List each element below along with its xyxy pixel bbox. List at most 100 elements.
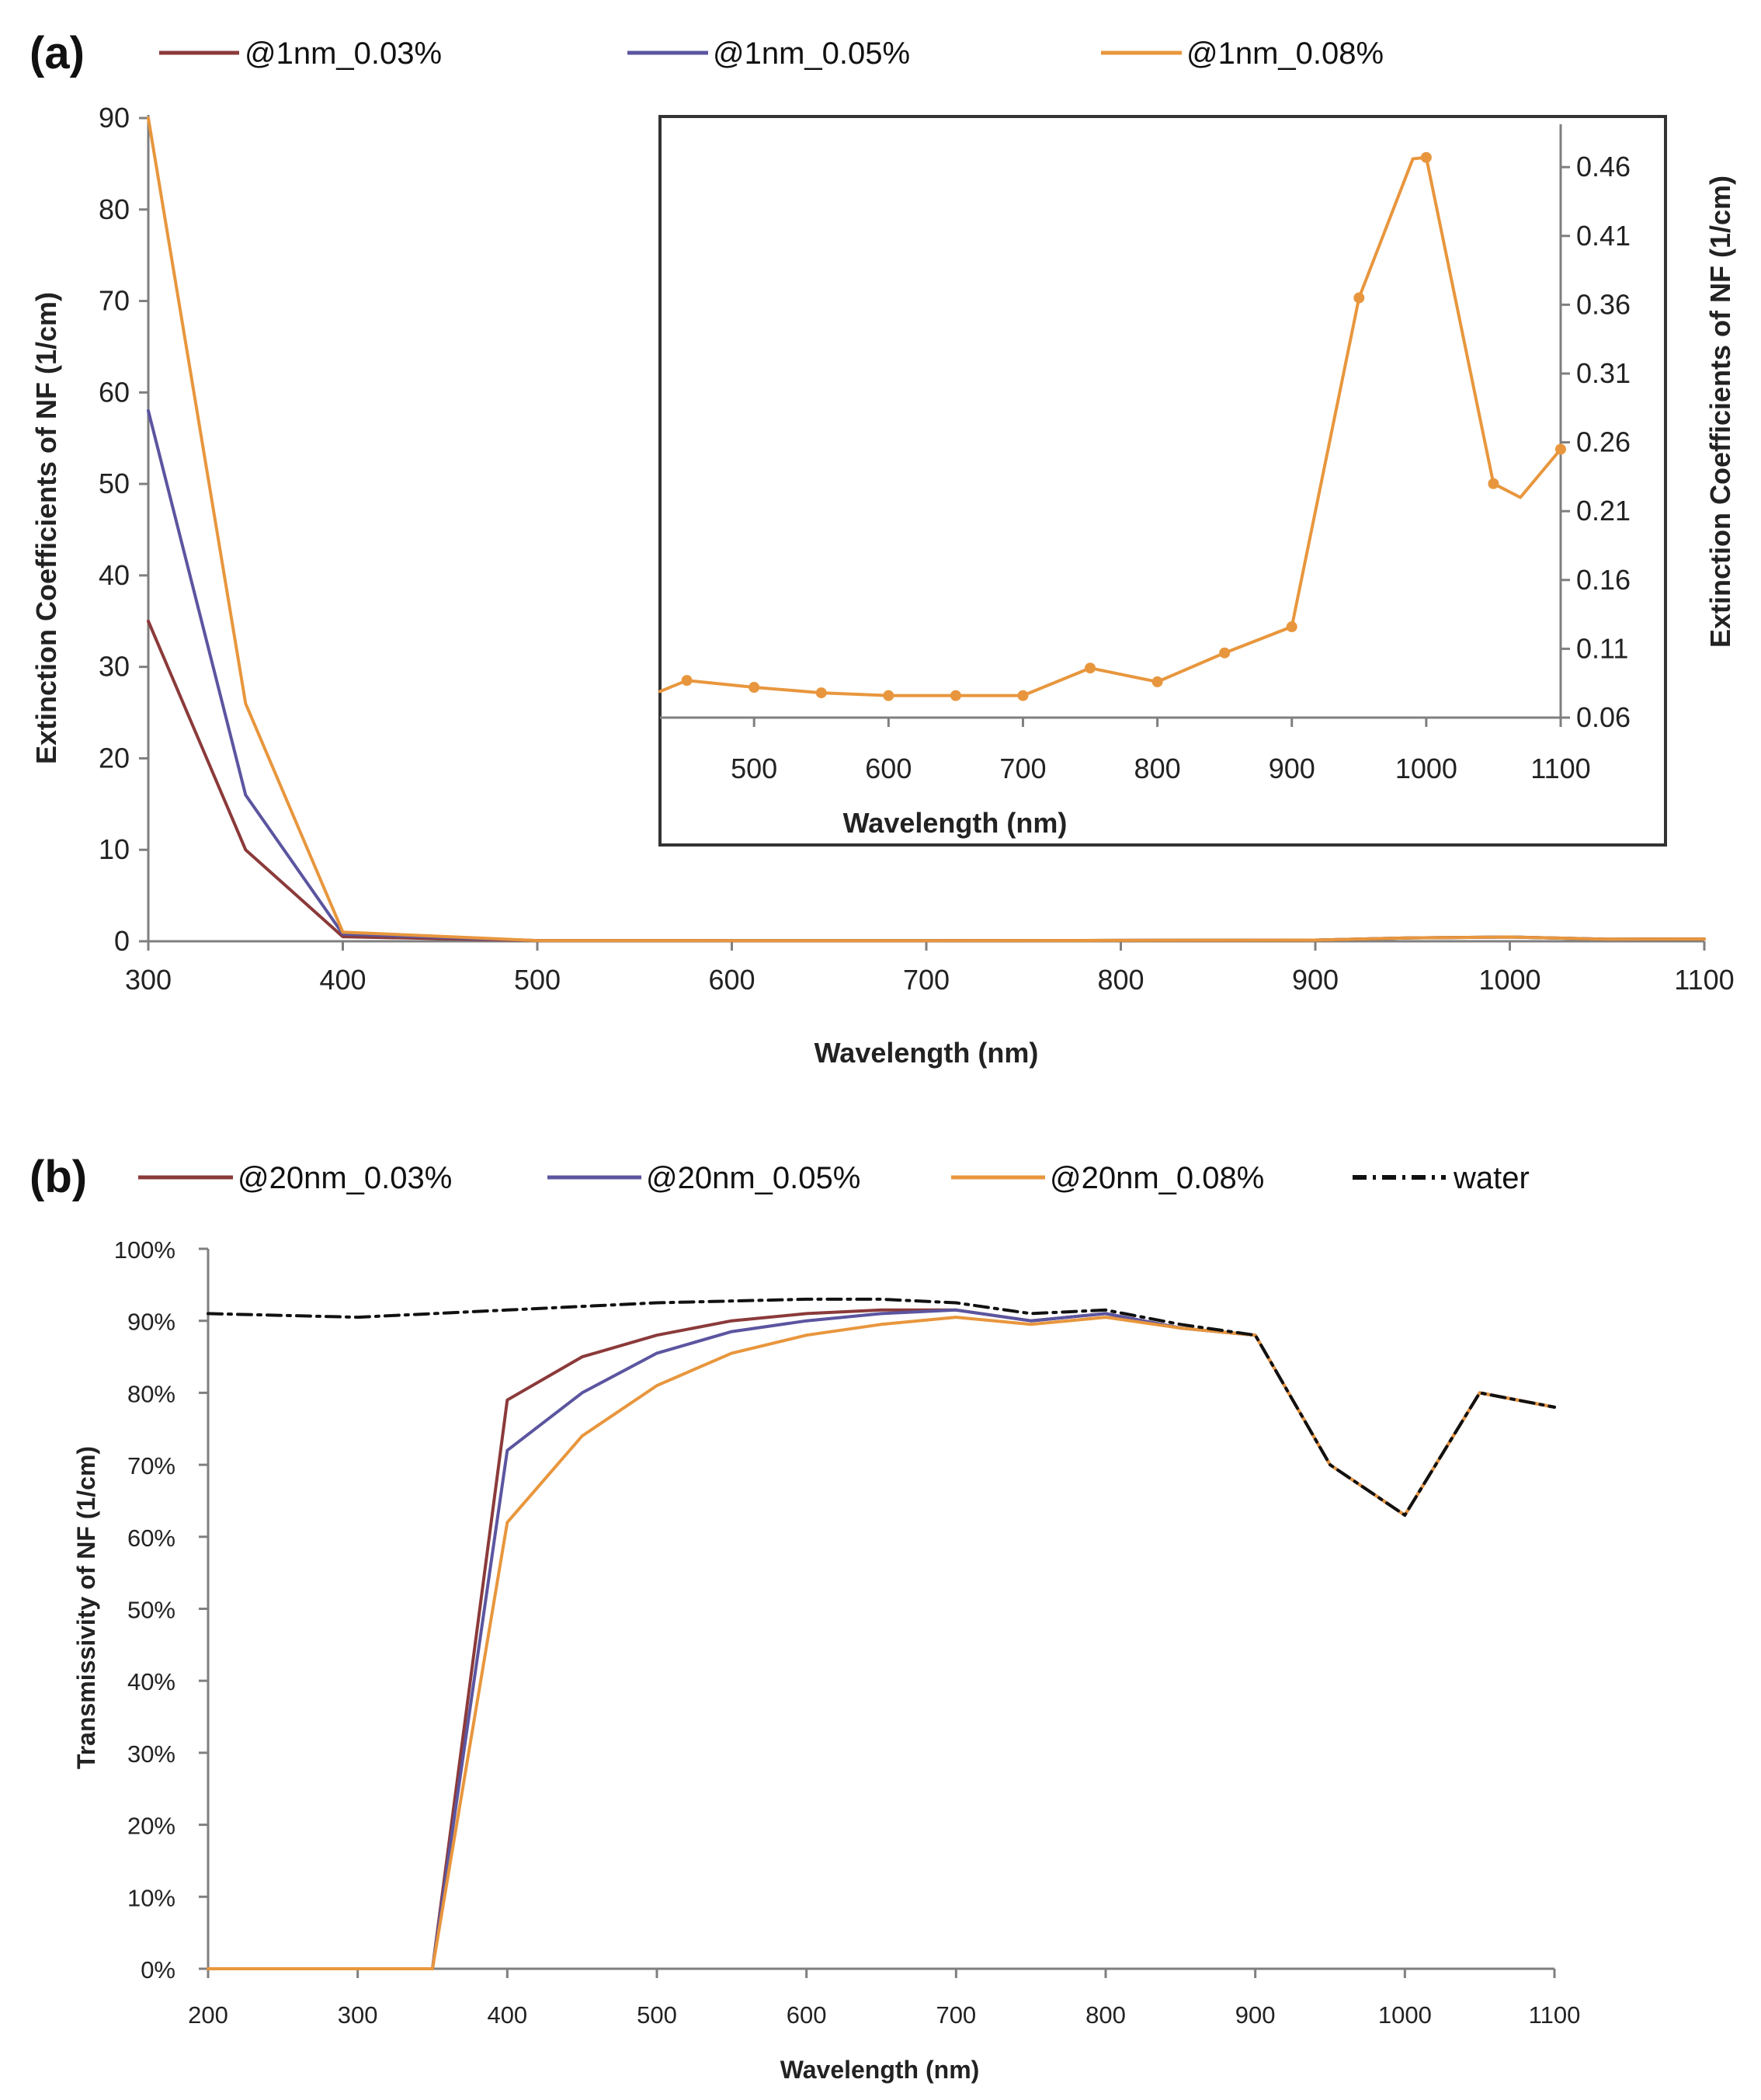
series-line-4 [207, 1297, 1556, 1517]
inset-data-point [1085, 662, 1096, 674]
inset-data-point [1488, 478, 1499, 489]
panel-b-ticks: 200 300 400 500 600 700 800 900 1000 1100 0% 10% 20%… [114, 1236, 1581, 2029]
y-tick-label: 80% [127, 1380, 175, 1407]
panel-b-legend: @20nm_0.03% @20nm_0.05% @20nm_0.08% water [138, 1161, 1530, 1195]
y-tick-label: 30 [99, 651, 130, 683]
inset-x-tick-label: 600 [865, 753, 912, 784]
x-tick-label: 900 [1235, 2001, 1276, 2029]
x-tick-label: 400 [487, 2001, 527, 2029]
panel-a-y-axis-title: Extinction Coefficients of NF (1/cm) [30, 292, 62, 764]
panel-a-label: (a) [30, 28, 85, 78]
y-tick-label: 20% [127, 1813, 175, 1840]
series-line-2 [207, 1308, 1556, 1970]
inset-data-point [883, 690, 894, 701]
x-tick-label: 500 [637, 2001, 677, 2029]
panel-b-y-axis-title: Transmissivity of NF (1/cm) [72, 1446, 100, 1769]
inset-data-point [950, 690, 961, 701]
y-tick-label: 80 [99, 193, 130, 225]
inset-data-point [1555, 443, 1566, 455]
inset-frame [658, 115, 1667, 847]
panel-a-inset: 500 600 700 800 900 1000 1100 0.06 0.11 0.16 0.21 0… [658, 115, 1736, 847]
series-line-1 [207, 1308, 1556, 1970]
x-tick-label: 800 [1097, 964, 1144, 996]
panel-a-series [147, 116, 1706, 943]
y-tick-label: 40% [127, 1668, 175, 1695]
legend-label: @20nm_0.05% [646, 1161, 860, 1195]
inset-y-axis-title: Extinction Coefficients of NF (1/cm) [1704, 176, 1736, 648]
series-line-3 [147, 116, 1706, 943]
legend-label: @1nm_0.03% [245, 37, 442, 71]
panel-a: (a) @1nm_0.03% @1nm_0.05% @1nm_0.08% 300 40… [30, 28, 1736, 1069]
inset-data-point [815, 687, 827, 699]
series-line-3 [207, 1316, 1556, 1970]
y-tick-label: 70% [127, 1452, 175, 1479]
x-tick-label: 1100 [1674, 964, 1734, 996]
y-tick-label: 10% [127, 1884, 175, 1911]
y-tick-label: 50% [127, 1597, 175, 1624]
legend-label: @20nm_0.08% [1050, 1161, 1264, 1195]
inset-data-point [1219, 647, 1231, 659]
inset-x-tick-label: 1000 [1395, 753, 1457, 784]
y-tick-label: 50 [99, 468, 130, 499]
inset-y-tick-label: 0.06 [1576, 701, 1631, 733]
inset-series [658, 151, 1566, 701]
y-tick-label: 10 [99, 833, 130, 865]
inset-data-point [749, 682, 760, 694]
x-tick-label: 1000 [1478, 964, 1540, 996]
inset-x-axis-title: Wavelength (nm) [843, 807, 1068, 839]
y-tick-label: 40 [99, 559, 130, 591]
x-tick-label: 1100 [1529, 2001, 1581, 2029]
y-tick-label: 0 [114, 925, 130, 957]
panel-b-series [207, 1297, 1556, 1970]
inset-x-tick-label: 1100 [1530, 753, 1590, 784]
x-tick-label: 500 [514, 964, 561, 996]
inset-ticks: 500 600 700 800 900 1000 1100 0.06 0.11 0.16 0.21 0… [731, 151, 1631, 784]
y-tick-label: 90 [99, 102, 130, 134]
inset-data-point [1151, 676, 1163, 687]
panel-a-ticks: 300 400 500 600 700 800 900 1000 1100 0 10 20 30 40 50… [99, 102, 1735, 996]
inset-y-tick-label: 0.21 [1576, 495, 1631, 527]
x-tick-label: 800 [1085, 2001, 1126, 2029]
panel-a-legend: @1nm_0.03% @1nm_0.05% @1nm_0.08% [159, 37, 1384, 71]
legend-label: water [1453, 1161, 1530, 1195]
x-tick-label: 600 [708, 964, 755, 996]
x-tick-label: 300 [125, 964, 172, 996]
inset-x-tick-label: 800 [1134, 753, 1181, 784]
y-tick-label: 30% [127, 1740, 175, 1768]
legend-label: @1nm_0.08% [1186, 37, 1384, 71]
inset-y-tick-label: 0.11 [1576, 632, 1628, 664]
y-tick-label: 90% [127, 1309, 175, 1336]
panel-b-x-axis-title: Wavelength (nm) [780, 2056, 980, 2084]
x-tick-label: 1000 [1378, 2001, 1432, 2029]
inset-x-tick-label: 700 [999, 753, 1046, 784]
inset-data-point [1017, 690, 1029, 701]
legend-label: @1nm_0.05% [713, 37, 910, 71]
x-tick-label: 400 [319, 964, 366, 996]
x-tick-label: 300 [338, 2001, 378, 2029]
y-tick-label: 0% [141, 1956, 175, 1984]
y-tick-label: 70 [99, 285, 130, 317]
panel-b-label: (b) [30, 1152, 87, 1202]
inset-y-tick-label: 0.41 [1576, 220, 1631, 252]
x-tick-label: 700 [936, 2001, 976, 2029]
inset-y-tick-label: 0.31 [1576, 357, 1631, 389]
inset-x-tick-label: 900 [1269, 753, 1315, 784]
inset-data-point [681, 675, 693, 687]
inset-data-point [1353, 292, 1365, 304]
inset-y-tick-label: 0.36 [1576, 288, 1631, 320]
inset-y-tick-label: 0.16 [1576, 564, 1631, 596]
inset-data-point [1420, 151, 1432, 163]
inset-y-tick-label: 0.46 [1576, 151, 1631, 183]
panel-b: (b) @20nm_0.03% @20nm_0.05% @20nm_0.08% wat… [30, 1152, 1580, 2084]
legend-label: @20nm_0.03% [238, 1161, 452, 1195]
x-tick-label: 700 [903, 964, 950, 996]
inset-data-point [1286, 621, 1297, 633]
inset-x-tick-label: 500 [731, 753, 777, 784]
x-tick-label: 200 [188, 2001, 228, 2029]
x-tick-label: 900 [1292, 964, 1339, 996]
x-tick-label: 600 [787, 2001, 827, 2029]
y-tick-label: 60% [127, 1525, 175, 1552]
panel-a-x-axis-title: Wavelength (nm) [815, 1037, 1039, 1069]
inset-y-tick-label: 0.26 [1576, 426, 1631, 458]
